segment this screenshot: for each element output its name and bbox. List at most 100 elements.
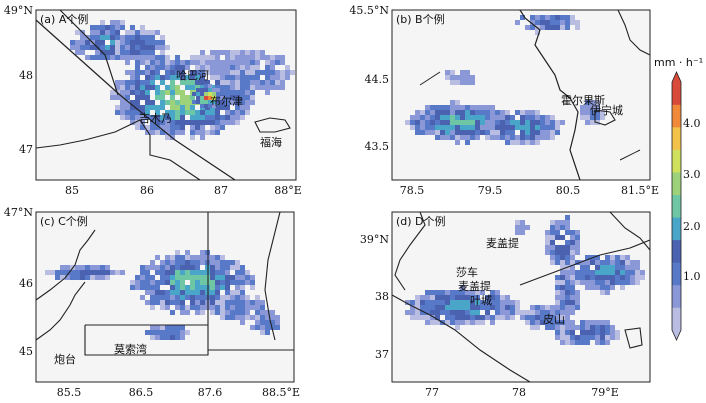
rain-cell bbox=[555, 255, 560, 260]
lon-tick-a-2: 87 bbox=[214, 184, 228, 197]
place-pishan: 皮山 bbox=[543, 313, 565, 326]
rain-cell bbox=[460, 310, 465, 315]
rain-cell bbox=[195, 125, 200, 130]
rain-cell bbox=[245, 80, 250, 85]
rain-cell bbox=[545, 315, 550, 320]
rain-cell bbox=[265, 80, 270, 85]
rain-cell bbox=[250, 280, 255, 285]
place-fuhai: 福海 bbox=[260, 135, 282, 149]
rain-cell bbox=[210, 310, 215, 315]
rain-cell bbox=[565, 20, 570, 25]
rain-cell bbox=[480, 110, 485, 115]
rain-cell bbox=[190, 55, 195, 60]
rain-cell bbox=[565, 315, 570, 320]
rain-cell bbox=[180, 130, 185, 135]
rain-cell bbox=[160, 75, 165, 80]
rain-cell bbox=[565, 25, 570, 30]
rain-cell bbox=[550, 225, 555, 230]
rain-cell bbox=[240, 300, 245, 305]
rain-cell bbox=[495, 130, 500, 135]
rain-cell bbox=[145, 290, 150, 295]
rain-cell bbox=[255, 305, 260, 310]
rain-cell bbox=[590, 280, 595, 285]
rain-cell bbox=[595, 340, 600, 345]
rain-cell bbox=[525, 140, 530, 145]
rain-cell bbox=[555, 120, 560, 125]
rain-cell bbox=[620, 255, 625, 260]
rain-cell bbox=[125, 55, 130, 60]
rain-cell bbox=[565, 290, 570, 295]
rain-cell bbox=[635, 275, 640, 280]
rain-cell bbox=[170, 120, 175, 125]
rain-cell bbox=[575, 295, 580, 300]
rain-cell bbox=[585, 120, 590, 125]
rain-cell bbox=[185, 275, 190, 280]
rain-cell bbox=[110, 45, 115, 50]
rain-field-a bbox=[70, 20, 295, 140]
rain-cell bbox=[190, 75, 195, 80]
rain-cell bbox=[120, 85, 125, 90]
rain-cell bbox=[445, 300, 450, 305]
rain-cell bbox=[610, 330, 615, 335]
rain-cell bbox=[115, 110, 120, 115]
rain-cell bbox=[545, 120, 550, 125]
rain-cell bbox=[610, 325, 615, 330]
rain-cell bbox=[605, 280, 610, 285]
rain-cell bbox=[155, 255, 160, 260]
rain-cell bbox=[435, 130, 440, 135]
rain-cell bbox=[180, 290, 185, 295]
rain-cell bbox=[575, 250, 580, 255]
rain-cell bbox=[212, 96, 216, 100]
rain-cell bbox=[165, 325, 170, 330]
rain-cell bbox=[195, 80, 200, 85]
rain-cell bbox=[170, 110, 175, 115]
rain-cell bbox=[445, 315, 450, 320]
rain-cell bbox=[610, 335, 615, 340]
rain-cell bbox=[165, 70, 170, 75]
rain-cell bbox=[535, 305, 540, 310]
rain-cell bbox=[450, 315, 455, 320]
border-line-d2 bbox=[391, 294, 531, 383]
rain-cell bbox=[150, 275, 155, 280]
rain-cell bbox=[212, 100, 216, 104]
rain-cell bbox=[175, 110, 180, 115]
rain-cell bbox=[170, 130, 175, 135]
rain-cell bbox=[190, 270, 195, 275]
rain-cell bbox=[435, 120, 440, 125]
rain-cell bbox=[420, 125, 425, 130]
rain-cell bbox=[540, 310, 545, 315]
rain-cell bbox=[75, 45, 80, 50]
rain-cell bbox=[204, 84, 208, 88]
rain-cell bbox=[145, 130, 150, 135]
rain-cell bbox=[215, 70, 220, 75]
rain-cell bbox=[555, 335, 560, 340]
rain-cell bbox=[475, 120, 480, 125]
rain-cell bbox=[140, 115, 145, 120]
rain-cell bbox=[545, 20, 550, 25]
rain-cell bbox=[190, 295, 195, 300]
rain-cell bbox=[165, 300, 170, 305]
rain-cell bbox=[485, 125, 490, 130]
rain-cell bbox=[440, 105, 445, 110]
rain-cell bbox=[600, 335, 605, 340]
rain-cell bbox=[595, 265, 600, 270]
rain-cell bbox=[135, 100, 140, 105]
rain-cell bbox=[540, 15, 545, 20]
rain-cell bbox=[195, 115, 200, 120]
rain-cell bbox=[125, 95, 130, 100]
rain-cell bbox=[585, 340, 590, 345]
lon-tick-d-2: 79°E bbox=[591, 386, 619, 399]
lon-axis-b: 78.5 79.5 80.5 81.5°E bbox=[400, 184, 659, 197]
rain-cell bbox=[110, 40, 115, 45]
rain-cell bbox=[580, 270, 585, 275]
rain-cell bbox=[600, 270, 605, 275]
place-maigaiti-north: 麦盖提 bbox=[486, 236, 519, 250]
rain-cell bbox=[280, 75, 285, 80]
rain-cell bbox=[85, 275, 90, 280]
rain-cell bbox=[190, 85, 195, 90]
rain-cell bbox=[160, 270, 165, 275]
rain-cell bbox=[445, 305, 450, 310]
rain-cell bbox=[180, 105, 185, 110]
rain-cell bbox=[170, 125, 175, 130]
rain-cell bbox=[420, 115, 425, 120]
